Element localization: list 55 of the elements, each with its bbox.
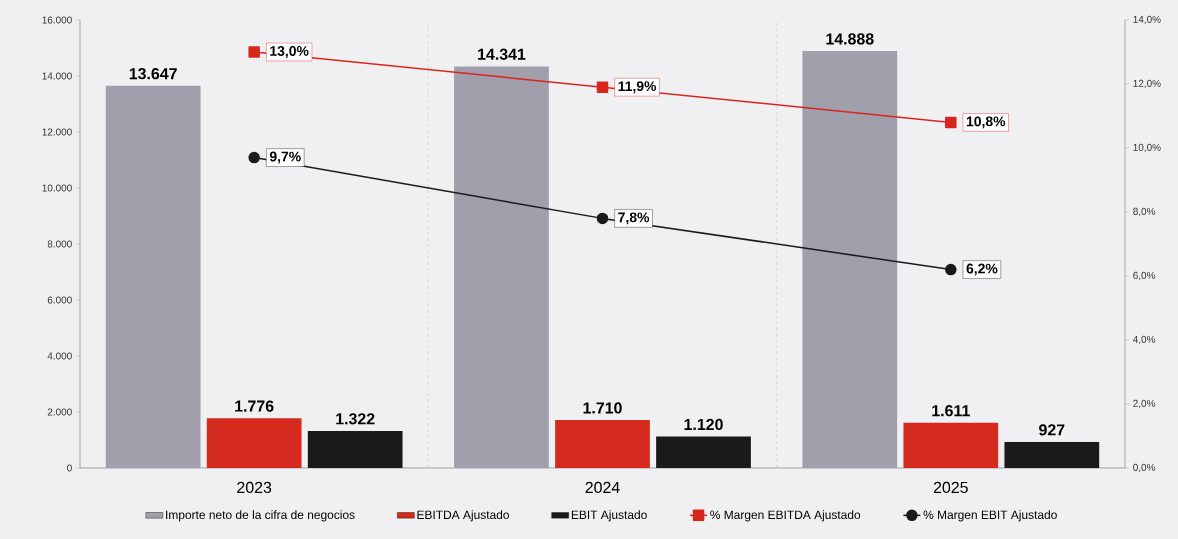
bar: [656, 436, 751, 468]
point: [596, 212, 609, 225]
legend-label: % Margen EBIT Ajustado: [923, 510, 1057, 522]
point: [945, 263, 957, 276]
bar: [1004, 442, 1100, 468]
data-label: 6,2%: [966, 263, 998, 276]
data-label: 1.611: [932, 405, 970, 417]
bar: [903, 422, 999, 468]
point: [248, 151, 260, 164]
data-label: 14.341: [478, 48, 526, 60]
bar: [802, 51, 898, 468]
bar: [454, 66, 549, 468]
y-tick-label: 4.000: [47, 352, 72, 360]
data-label: 1.710: [583, 402, 622, 414]
bar: [307, 430, 403, 468]
y2-tick-label: 6,0%: [1133, 271, 1156, 281]
y2-tick-label: 12,0%: [1133, 79, 1161, 89]
y2-tick-label: 2,0%: [1133, 399, 1156, 409]
y2-tick-label: 14,0%: [1133, 15, 1161, 25]
y-tick-label: 14.000: [42, 72, 72, 80]
y2-tick-label: 10,0%: [1133, 143, 1161, 153]
data-label: 927: [1039, 424, 1065, 436]
data-label: 10,8%: [966, 116, 1006, 129]
y-tick-label: 0: [67, 464, 72, 472]
data-label: 1.322: [336, 413, 375, 425]
bar: [555, 420, 650, 468]
x-tick-label: 2023: [237, 481, 272, 494]
bar: [206, 418, 302, 468]
legend-label: EBITDA Ajustado: [417, 510, 509, 522]
y-tick-label: 8.000: [47, 240, 72, 248]
point: [945, 116, 957, 129]
y2-tick-label: 8,0%: [1133, 207, 1156, 217]
bar: [105, 85, 201, 468]
y-tick-label: 12.000: [42, 128, 72, 136]
y-tick-label: 2.000: [47, 408, 72, 416]
data-label: 9,7%: [269, 151, 301, 164]
y-tick-label: 10.000: [42, 184, 72, 192]
data-label: 11,9%: [618, 81, 657, 94]
y-tick-label: 16.000: [42, 16, 72, 24]
point: [248, 46, 260, 58]
data-label: 1.120: [684, 418, 723, 431]
data-label: 13.647: [129, 68, 177, 80]
legend-label: % Margen EBITDA Ajustado: [710, 510, 861, 522]
y2-tick-label: 4,0%: [1132, 335, 1156, 345]
data-label: 7,8%: [618, 212, 650, 225]
data-label: 14.888: [826, 33, 874, 45]
y-tick-label: 6.000: [47, 296, 72, 304]
legend-label: Importe neto de la cifra de negocios: [166, 510, 355, 522]
point: [596, 81, 609, 93]
x-tick-label: 2024: [585, 481, 620, 494]
data-label: 1.776: [235, 400, 274, 412]
x-tick-label: 2025: [933, 481, 968, 494]
y2-tick-label: 0,0%: [1133, 463, 1156, 473]
data-label: 13,0%: [270, 46, 309, 58]
legend-label: EBIT Ajustado: [571, 510, 647, 522]
